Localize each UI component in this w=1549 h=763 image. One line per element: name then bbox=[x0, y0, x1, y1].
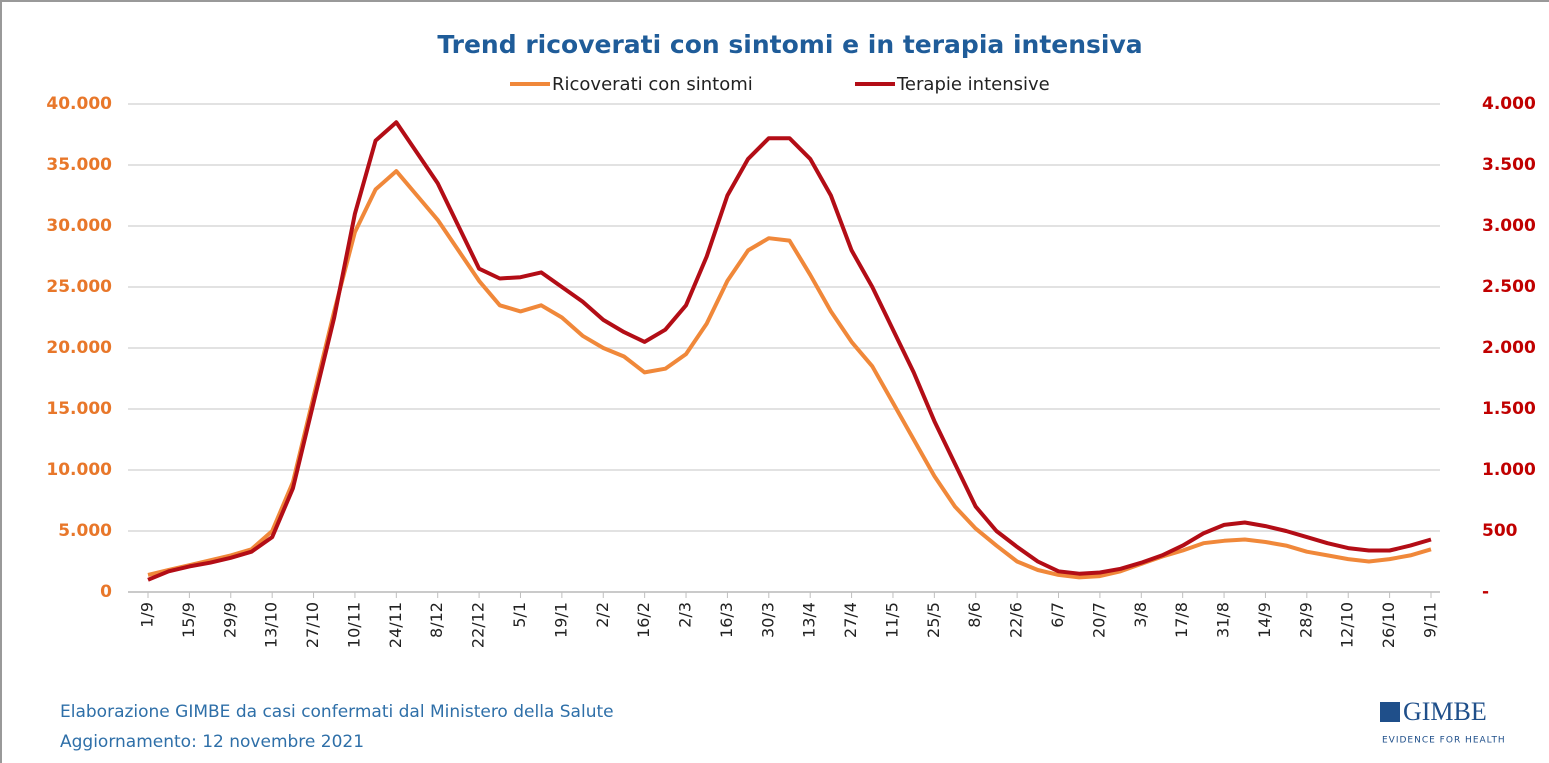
series-line bbox=[147, 120, 1432, 582]
x-tick-label: 11/5 bbox=[882, 602, 901, 638]
y-tick-label: 30.000 bbox=[46, 216, 112, 236]
x-tick-label: 19/1 bbox=[551, 602, 570, 638]
y2-tick-label: 4.000 bbox=[1482, 94, 1536, 114]
x-tick-label: 31/8 bbox=[1214, 602, 1233, 638]
y-tick-label: 15.000 bbox=[46, 399, 112, 419]
x-tick-label: 25/5 bbox=[924, 602, 943, 638]
legend-label: Terapie intensive bbox=[896, 74, 1050, 95]
x-tick-label: 8/6 bbox=[965, 602, 984, 628]
x-tick-label: 28/9 bbox=[1296, 602, 1315, 638]
y2-tick-label: 500 bbox=[1482, 521, 1518, 541]
y2-tick-label: 2.500 bbox=[1482, 277, 1536, 297]
x-tick-label: 12/10 bbox=[1338, 602, 1357, 648]
x-tick-label: 6/7 bbox=[1048, 602, 1067, 628]
x-tick-label: 22/12 bbox=[469, 602, 488, 648]
logo-icon bbox=[1380, 702, 1400, 722]
y2-tick-label: 1.500 bbox=[1482, 399, 1536, 419]
y-tick-label: 35.000 bbox=[46, 155, 112, 175]
x-tick-label: 15/9 bbox=[179, 602, 198, 638]
x-tick-label: 5/1 bbox=[510, 602, 529, 628]
y-tick-label: 20.000 bbox=[46, 338, 112, 358]
x-tick-label: 27/10 bbox=[303, 602, 322, 648]
x-tick-label: 27/4 bbox=[841, 602, 860, 638]
y2-tick-label: 3.500 bbox=[1482, 155, 1536, 175]
x-tick-label: 14/9 bbox=[1255, 602, 1274, 638]
y2-tick-label: 1.000 bbox=[1482, 460, 1536, 480]
x-tick-label: 16/2 bbox=[634, 602, 653, 638]
x-tick-label: 22/6 bbox=[1007, 602, 1026, 638]
x-tick-label: 13/10 bbox=[262, 602, 281, 648]
x-tick-label: 2/2 bbox=[593, 602, 612, 628]
x-tick-label: 10/11 bbox=[344, 602, 363, 648]
legend-label: Ricoverati con sintomi bbox=[552, 74, 753, 95]
x-tick-label: 30/3 bbox=[758, 602, 777, 638]
logo-text: GIMBE bbox=[1403, 697, 1487, 726]
x-tick-label: 2/3 bbox=[676, 602, 695, 628]
x-tick-label: 13/4 bbox=[800, 602, 819, 638]
chart-title: Trend ricoverati con sintomi e in terapi… bbox=[437, 30, 1142, 59]
x-tick-label: 29/9 bbox=[220, 602, 239, 638]
x-tick-label: 8/12 bbox=[427, 602, 446, 638]
y2-tick-label: - bbox=[1482, 582, 1489, 602]
y2-tick-label: 2.000 bbox=[1482, 338, 1536, 358]
x-tick-label: 26/10 bbox=[1379, 602, 1398, 648]
y2-tick-label: 3.000 bbox=[1482, 216, 1536, 236]
source-note: Elaborazione GIMBE da casi confermati da… bbox=[60, 702, 614, 722]
x-tick-label: 16/3 bbox=[717, 602, 736, 638]
x-tick-label: 1/9 bbox=[138, 602, 157, 628]
series-line bbox=[147, 169, 1432, 580]
x-tick-label: 9/11 bbox=[1421, 602, 1440, 638]
y-tick-label: 25.000 bbox=[46, 277, 112, 297]
x-tick-label: 3/8 bbox=[1131, 602, 1150, 628]
logo-tagline: EVIDENCE FOR HEALTH bbox=[1382, 736, 1506, 746]
y-tick-label: 10.000 bbox=[46, 460, 112, 480]
x-tick-label: 24/11 bbox=[386, 602, 405, 648]
y-tick-label: 40.000 bbox=[46, 94, 112, 114]
y-tick-label: 0 bbox=[100, 582, 112, 602]
update-note: Aggiornamento: 12 novembre 2021 bbox=[60, 732, 364, 752]
y-tick-label: 5.000 bbox=[58, 521, 112, 541]
logo: GIMBE EVIDENCE FOR HEALTH bbox=[1380, 697, 1506, 746]
x-tick-label: 17/8 bbox=[1172, 602, 1191, 638]
x-tick-label: 20/7 bbox=[1089, 602, 1108, 638]
